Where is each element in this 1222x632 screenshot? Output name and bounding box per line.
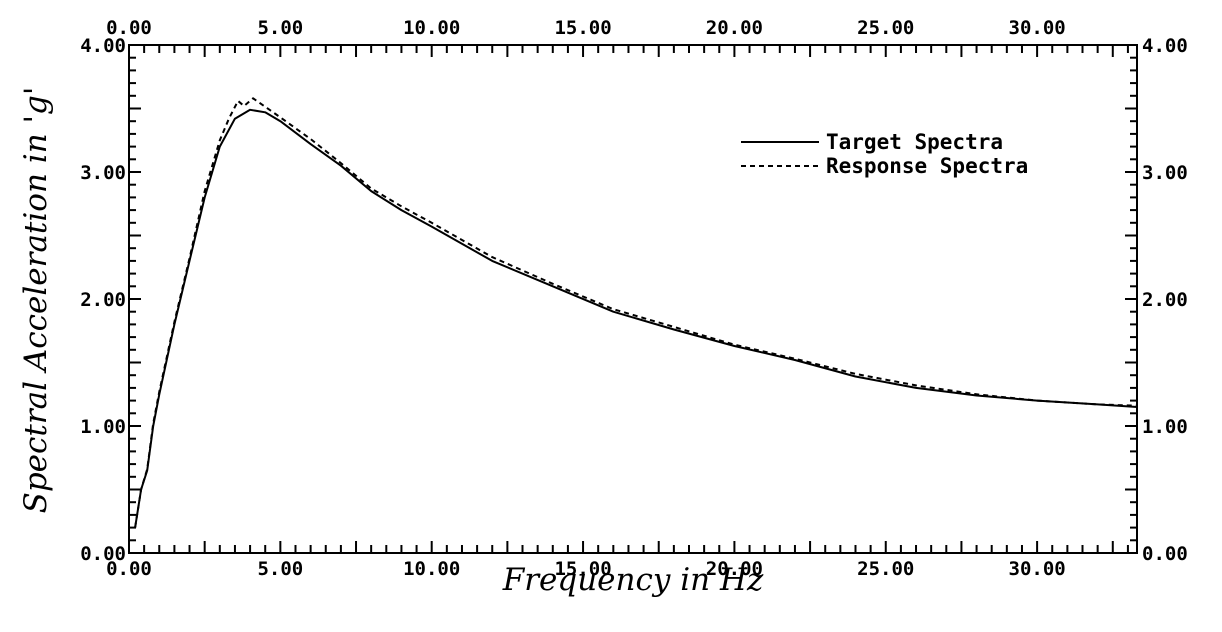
- x-tick-label-top: 10.00: [403, 17, 460, 39]
- x-tick-label-top: 5.00: [257, 17, 303, 39]
- y-tick-label-right: 2.00: [1142, 289, 1188, 311]
- x-tick-label-bottom: 5.00: [257, 558, 303, 580]
- x-tick-label-top: 25.00: [857, 17, 914, 39]
- x-tick-label-top: 0.00: [106, 17, 152, 39]
- legend-label-target: Target Spectra: [826, 130, 1003, 154]
- y-tick-label-left: 3.00: [80, 162, 126, 184]
- axis-ticks: [128, 44, 1137, 554]
- y-tick-label-left: 0.00: [80, 543, 126, 565]
- series-lines: [134, 97, 1138, 528]
- response-spectra-line: [134, 97, 1138, 528]
- target-spectra-line: [134, 108, 1138, 528]
- x-tick-label-top: 20.00: [706, 17, 763, 39]
- y-tick-label-left: 2.00: [80, 289, 126, 311]
- x-tick-label-bottom: 0.00: [106, 558, 152, 580]
- y-tick-label-right: 0.00: [1142, 543, 1188, 565]
- y-tick-label-left: 1.00: [80, 416, 126, 438]
- x-tick-label-bottom: 30.00: [1009, 558, 1066, 580]
- x-axis-title: Frequency in Hz: [502, 562, 764, 598]
- legend: Target Spectra Response Spectra: [741, 130, 1028, 178]
- y-tick-label-right: 3.00: [1142, 162, 1188, 184]
- x-tick-label-top: 30.00: [1009, 17, 1066, 39]
- x-tick-label-bottom: 15.00: [554, 558, 611, 580]
- tick-labels: 0.000.005.005.0010.0010.0015.0015.0020.0…: [80, 17, 1188, 580]
- x-tick-label-bottom: 25.00: [857, 558, 914, 580]
- y-tick-label-right: 1.00: [1142, 416, 1188, 438]
- y-axis-title: Spectral Acceleration in 'g': [18, 87, 54, 514]
- x-tick-label-bottom: 10.00: [403, 558, 460, 580]
- y-tick-label-right: 4.00: [1142, 35, 1188, 57]
- legend-label-response: Response Spectra: [826, 154, 1028, 178]
- x-tick-label-top: 15.00: [554, 17, 611, 39]
- y-tick-label-left: 4.00: [80, 35, 126, 57]
- x-tick-label-bottom: 20.00: [706, 558, 763, 580]
